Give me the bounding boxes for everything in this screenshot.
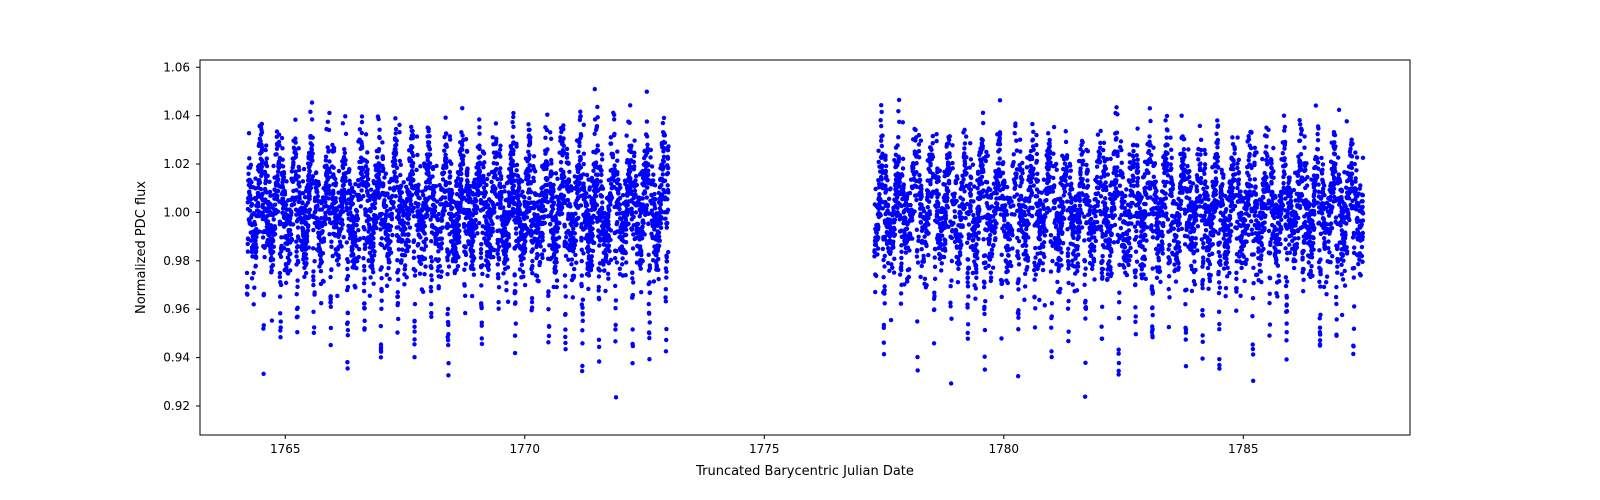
x-tick-label: 1765 bbox=[270, 442, 301, 456]
x-tick-label: 1785 bbox=[1228, 442, 1259, 456]
chart-svg: 1765 1770 1775 1780 1785 0.92 0.94 0.96 0.98 1.00… bbox=[0, 0, 1600, 500]
y-tick-label: 0.92 bbox=[163, 399, 190, 413]
y-tick-label: 1.00 bbox=[163, 205, 190, 219]
lightcurve-chart: 1765 1770 1775 1780 1785 0.92 0.94 0.96 0.98 1.00… bbox=[0, 0, 1600, 500]
y-tick-label: 1.04 bbox=[163, 109, 190, 123]
x-axis-label: Truncated Barycentric Julian Date bbox=[695, 464, 914, 479]
y-tick-label: 0.94 bbox=[163, 351, 190, 365]
x-tick-label: 1780 bbox=[989, 442, 1020, 456]
y-tick-label: 0.98 bbox=[163, 254, 190, 268]
x-tick-label: 1775 bbox=[749, 442, 780, 456]
y-tick-label: 1.06 bbox=[163, 60, 190, 74]
y-tick-label: 1.02 bbox=[163, 157, 190, 171]
y-axis-label: Normalized PDC flux bbox=[134, 181, 149, 314]
y-tick-label: 0.96 bbox=[163, 302, 190, 316]
x-tick-label: 1770 bbox=[510, 442, 541, 456]
